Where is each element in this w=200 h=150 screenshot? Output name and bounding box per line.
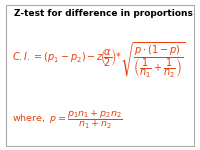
Text: Z-test for difference in proportions: Z-test for difference in proportions	[14, 9, 193, 18]
Text: $\mathrm{where,}\ p = \dfrac{p_1 n_1 + p_2 n_2}{n_1 + n_2}$: $\mathrm{where,}\ p = \dfrac{p_1 n_1 + p…	[12, 109, 123, 131]
FancyBboxPatch shape	[6, 4, 194, 146]
Text: $C.I. = (p_1 - p_2) - z\!\left(\!\dfrac{\alpha}{2}\!\right)\!*\!\sqrt{\dfrac{p\c: $C.I. = (p_1 - p_2) - z\!\left(\!\dfrac{…	[12, 40, 185, 80]
